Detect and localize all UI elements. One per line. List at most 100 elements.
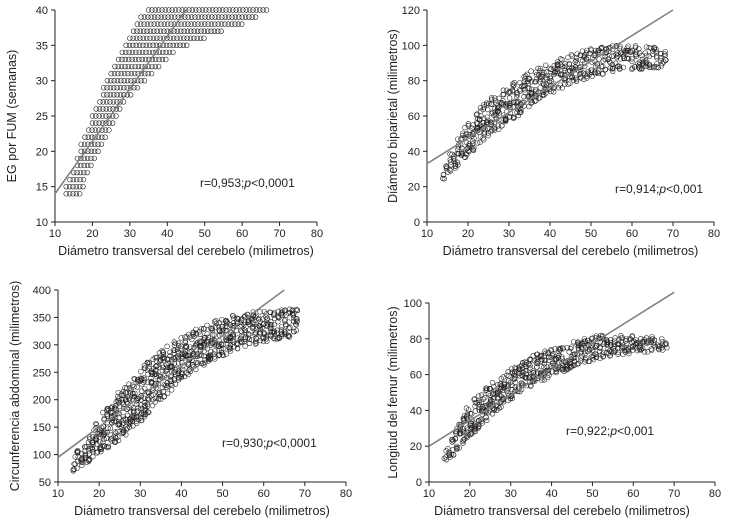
- data-point: [452, 163, 458, 169]
- data-point: [643, 44, 650, 50]
- regression-line: [54, 9, 187, 195]
- data-point: [140, 379, 147, 386]
- data-point: [257, 7, 263, 13]
- data-point: [646, 64, 652, 70]
- data-point: [477, 105, 484, 111]
- data-point: [510, 81, 516, 87]
- data-point: [484, 402, 490, 409]
- data-point: [147, 35, 153, 41]
- data-point: [86, 457, 92, 463]
- data-point: [503, 103, 509, 110]
- data-point: [63, 191, 69, 197]
- data-point: [81, 148, 88, 155]
- data-point: [600, 354, 606, 360]
- data-point: [88, 162, 94, 169]
- data-point: [476, 399, 483, 405]
- data-point: [196, 329, 203, 335]
- data-point: [215, 21, 221, 27]
- data-point: [479, 420, 486, 426]
- data-point: [268, 318, 274, 325]
- data-point: [487, 128, 494, 135]
- y-tick-label: 15: [36, 182, 48, 194]
- y-tick-label: 350: [33, 312, 51, 324]
- data-point: [133, 35, 140, 41]
- data-point: [629, 334, 635, 340]
- y-tick-label: 10: [36, 217, 48, 229]
- data-point: [452, 435, 459, 442]
- data-point: [519, 380, 525, 387]
- data-point: [77, 183, 83, 190]
- data-point: [287, 324, 293, 331]
- scatter-points: [441, 332, 670, 463]
- data-point: [124, 77, 131, 84]
- data-point: [102, 134, 108, 140]
- data-point: [286, 319, 292, 325]
- data-point: [514, 89, 520, 96]
- data-point: [92, 134, 98, 140]
- data-point: [223, 7, 229, 13]
- data-point: [66, 191, 73, 197]
- x-tick-label: 50: [585, 228, 597, 240]
- data-point: [484, 417, 490, 424]
- data-point: [141, 21, 147, 27]
- data-point: [201, 337, 207, 343]
- data-point: [73, 183, 80, 190]
- data-point: [659, 336, 665, 342]
- data-point: [104, 444, 110, 450]
- data-point: [534, 370, 541, 376]
- data-point: [171, 360, 177, 367]
- data-point: [159, 362, 166, 368]
- data-point: [554, 61, 560, 68]
- data-point: [161, 14, 168, 20]
- data-point: [461, 436, 468, 442]
- data-point: [456, 445, 462, 451]
- data-point: [475, 424, 481, 430]
- data-point: [236, 14, 242, 20]
- data-point: [183, 343, 189, 349]
- data-point: [143, 42, 150, 49]
- data-point: [153, 42, 160, 49]
- data-point: [126, 42, 133, 49]
- data-point: [260, 335, 266, 342]
- data-point: [137, 35, 143, 41]
- data-point: [188, 28, 194, 34]
- data-point: [558, 71, 564, 78]
- data-point: [559, 85, 565, 91]
- data-point: [638, 65, 645, 71]
- data-point: [157, 374, 164, 380]
- data-point: [517, 373, 523, 379]
- data-point: [267, 328, 274, 334]
- data-point: [163, 42, 170, 49]
- data-point: [200, 325, 207, 332]
- data-point: [178, 14, 185, 20]
- data-point: [158, 21, 164, 27]
- data-point: [476, 423, 482, 429]
- data-point: [515, 112, 522, 119]
- data-point: [239, 14, 245, 20]
- data-point: [458, 149, 465, 155]
- data-point: [91, 148, 98, 155]
- data-point: [118, 70, 124, 77]
- data-point: [195, 14, 202, 20]
- data-point: [142, 70, 148, 77]
- data-point: [512, 376, 518, 382]
- data-point: [107, 99, 113, 105]
- data-point: [585, 358, 592, 365]
- data-point: [144, 35, 150, 41]
- x-tick-label: 80: [340, 488, 352, 500]
- data-point: [206, 7, 212, 13]
- data-point: [634, 340, 641, 346]
- data-point: [150, 42, 156, 49]
- data-point: [495, 381, 501, 388]
- data-point: [474, 140, 481, 146]
- data-point: [500, 91, 506, 98]
- data-point: [89, 127, 95, 133]
- x-tick-label: 10: [49, 228, 61, 240]
- data-point: [182, 14, 188, 20]
- data-point: [108, 405, 114, 411]
- data-point: [93, 113, 99, 119]
- y-tick-label: 250: [33, 367, 51, 379]
- data-point: [128, 77, 134, 84]
- data-point: [268, 322, 275, 328]
- y-axis-label: Diámetro biparietal (milimetros): [386, 29, 400, 203]
